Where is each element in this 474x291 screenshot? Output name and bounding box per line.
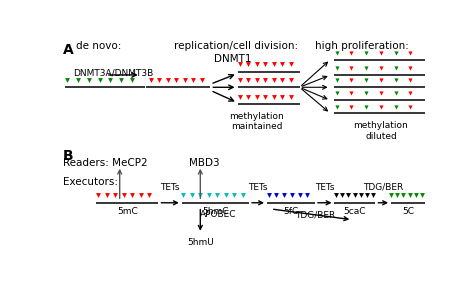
Text: TETs: TETs	[160, 183, 180, 192]
Text: TETs: TETs	[248, 183, 268, 192]
Text: DNMT1: DNMT1	[214, 54, 252, 64]
Text: 5C: 5C	[402, 207, 414, 216]
Text: 5caC: 5caC	[344, 207, 366, 216]
Text: 5mC: 5mC	[117, 207, 138, 216]
Text: TDG/BER: TDG/BER	[295, 211, 335, 220]
Text: DNMT3A/DNMT3B: DNMT3A/DNMT3B	[73, 68, 154, 77]
Text: 5hmU: 5hmU	[187, 238, 214, 247]
Text: de novo:: de novo:	[76, 41, 122, 51]
Text: methylation
diluted: methylation diluted	[354, 121, 408, 141]
Text: APOBEC: APOBEC	[201, 210, 237, 219]
Text: 5hmC: 5hmC	[202, 207, 228, 216]
Text: MBD3: MBD3	[190, 158, 220, 168]
Text: TETs: TETs	[315, 183, 335, 192]
Text: Readers: MeCP2: Readers: MeCP2	[63, 158, 148, 168]
Text: TDG/BER: TDG/BER	[363, 183, 403, 192]
Text: A: A	[63, 42, 74, 57]
Text: methylation
maintained: methylation maintained	[229, 112, 284, 131]
Text: replication/cell division:: replication/cell division:	[174, 41, 298, 51]
Text: Executors:: Executors:	[63, 178, 118, 187]
Text: B: B	[63, 149, 74, 163]
Text: 5fC: 5fC	[283, 207, 299, 216]
Text: high proliferation:: high proliferation:	[315, 41, 409, 51]
